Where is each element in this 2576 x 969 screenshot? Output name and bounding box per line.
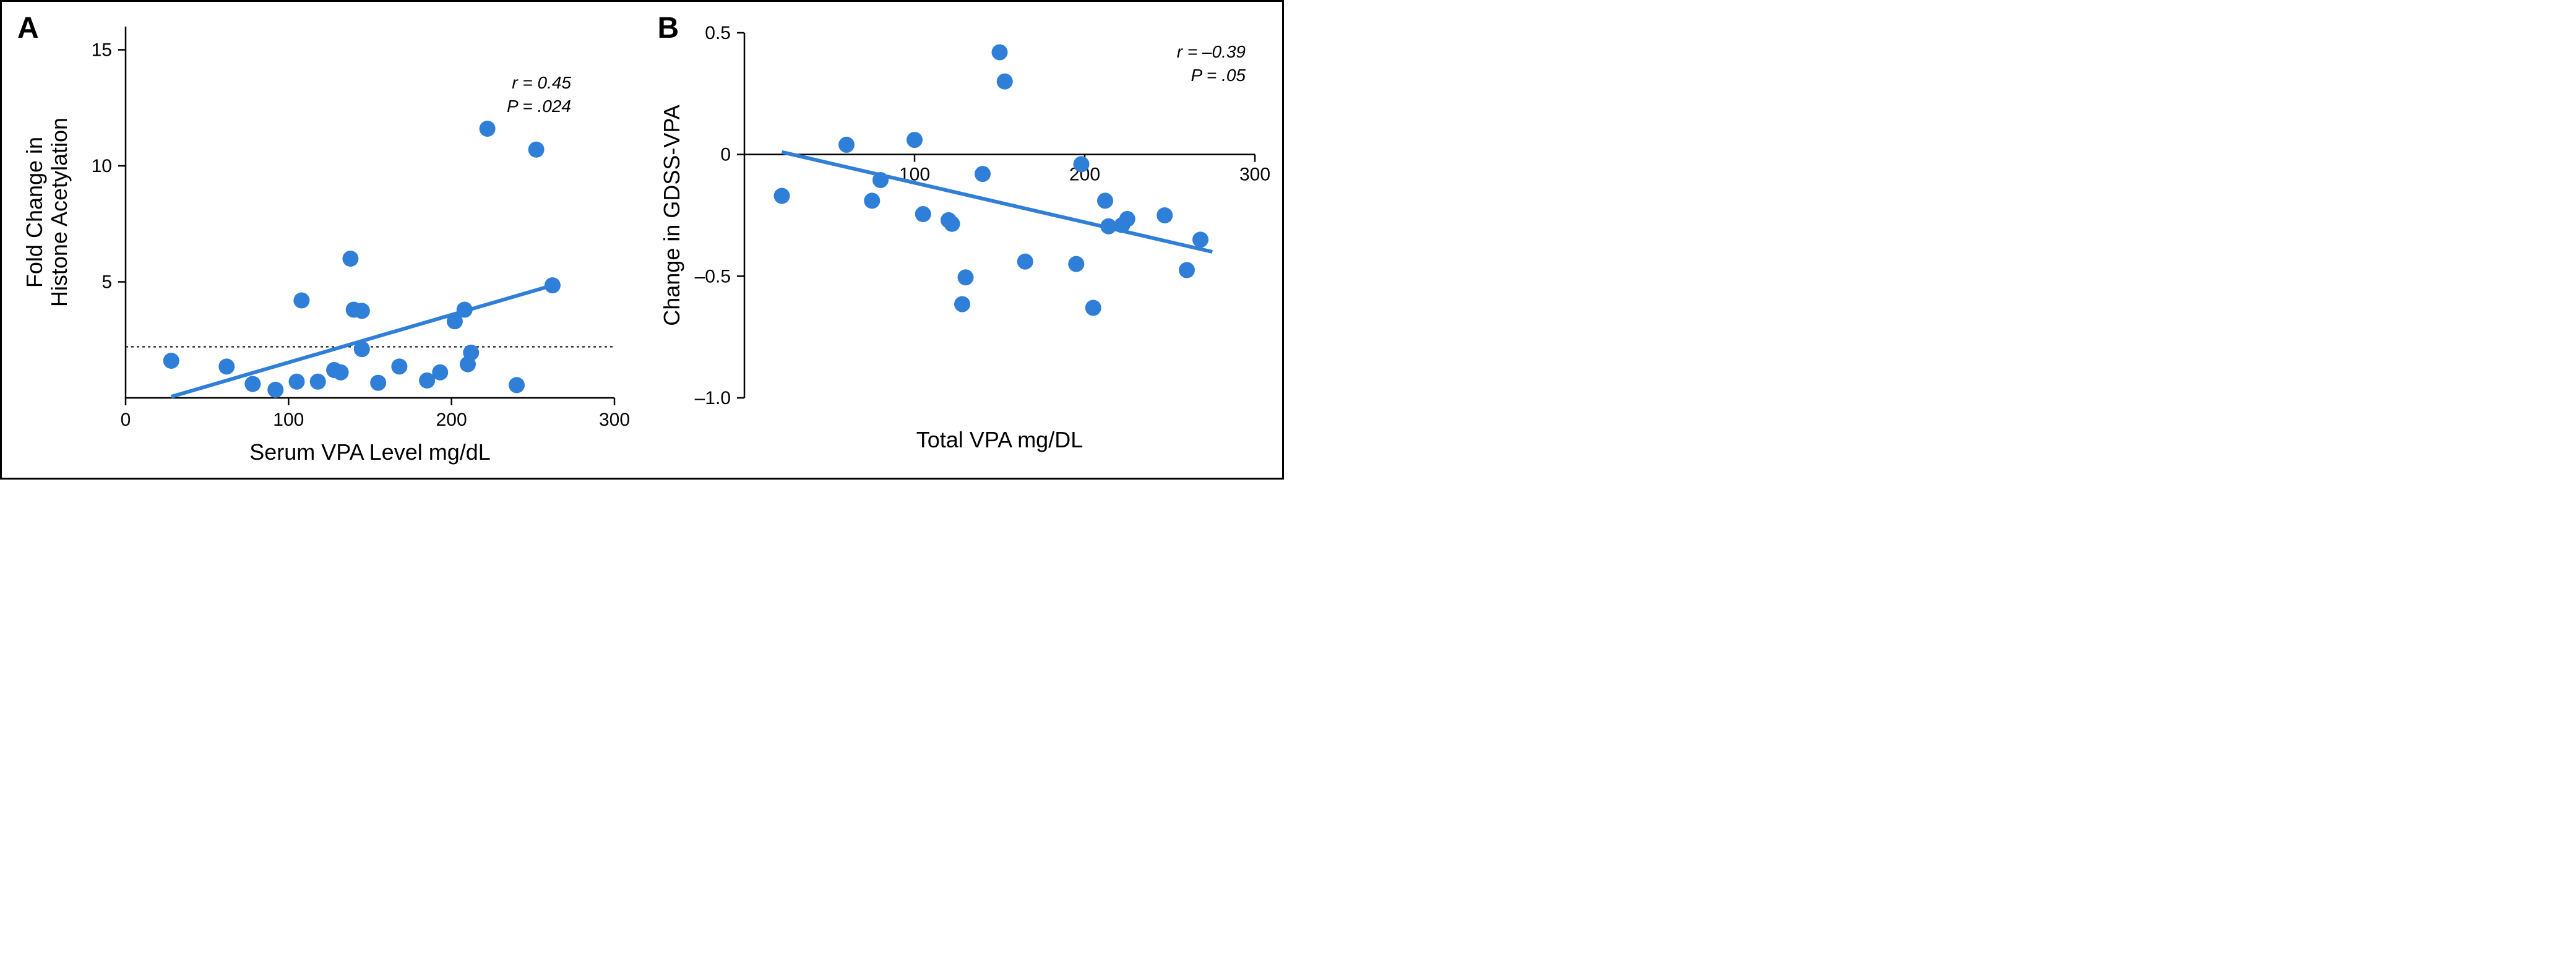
svg-text:–1.0: –1.0 (694, 388, 730, 408)
svg-text:r = 0.45P = .024: r = 0.45P = .024 (507, 73, 571, 116)
svg-text:Change in GDSS-VPA: Change in GDSS-VPA (659, 105, 684, 326)
figure-container: A 010020030051015Serum VPA Level mg/dLFo… (0, 0, 1284, 480)
svg-text:200: 200 (436, 410, 467, 430)
svg-text:r = –0.39P = .05: r = –0.39P = .05 (1176, 42, 1246, 85)
svg-text:–0.5: –0.5 (694, 266, 730, 286)
svg-text:Fold Change inHistone Acetylat: Fold Change inHistone Acetylation (22, 118, 72, 307)
svg-text:Total VPA mg/DL: Total VPA mg/DL (916, 427, 1082, 452)
svg-text:300: 300 (1239, 165, 1270, 185)
svg-text:300: 300 (599, 410, 630, 430)
panel-b-plot: 100200300–1.0–0.500.5Total VPA mg/DLChan… (642, 2, 1284, 481)
svg-text:0: 0 (121, 410, 131, 430)
panel-a: A 010020030051015Serum VPA Level mg/dLFo… (2, 2, 642, 478)
svg-text:100: 100 (273, 410, 304, 430)
panel-a-plot: 0 100 200 300 5 10 15 Serum VPA Level mg/dL Fold… (2, 2, 644, 481)
svg-text:0: 0 (720, 145, 731, 165)
svg-text:5: 5 (101, 272, 112, 293)
svg-text:Serum VPA Level mg/dL: Serum VPA Level mg/dL (249, 439, 491, 465)
svg-text:0.5: 0.5 (705, 23, 731, 43)
svg-text:15: 15 (92, 40, 112, 61)
panel-b: B 100200300–1.0–0.500.5Total VPA mg/DLCh… (642, 2, 1283, 478)
svg-text:10: 10 (92, 156, 112, 176)
